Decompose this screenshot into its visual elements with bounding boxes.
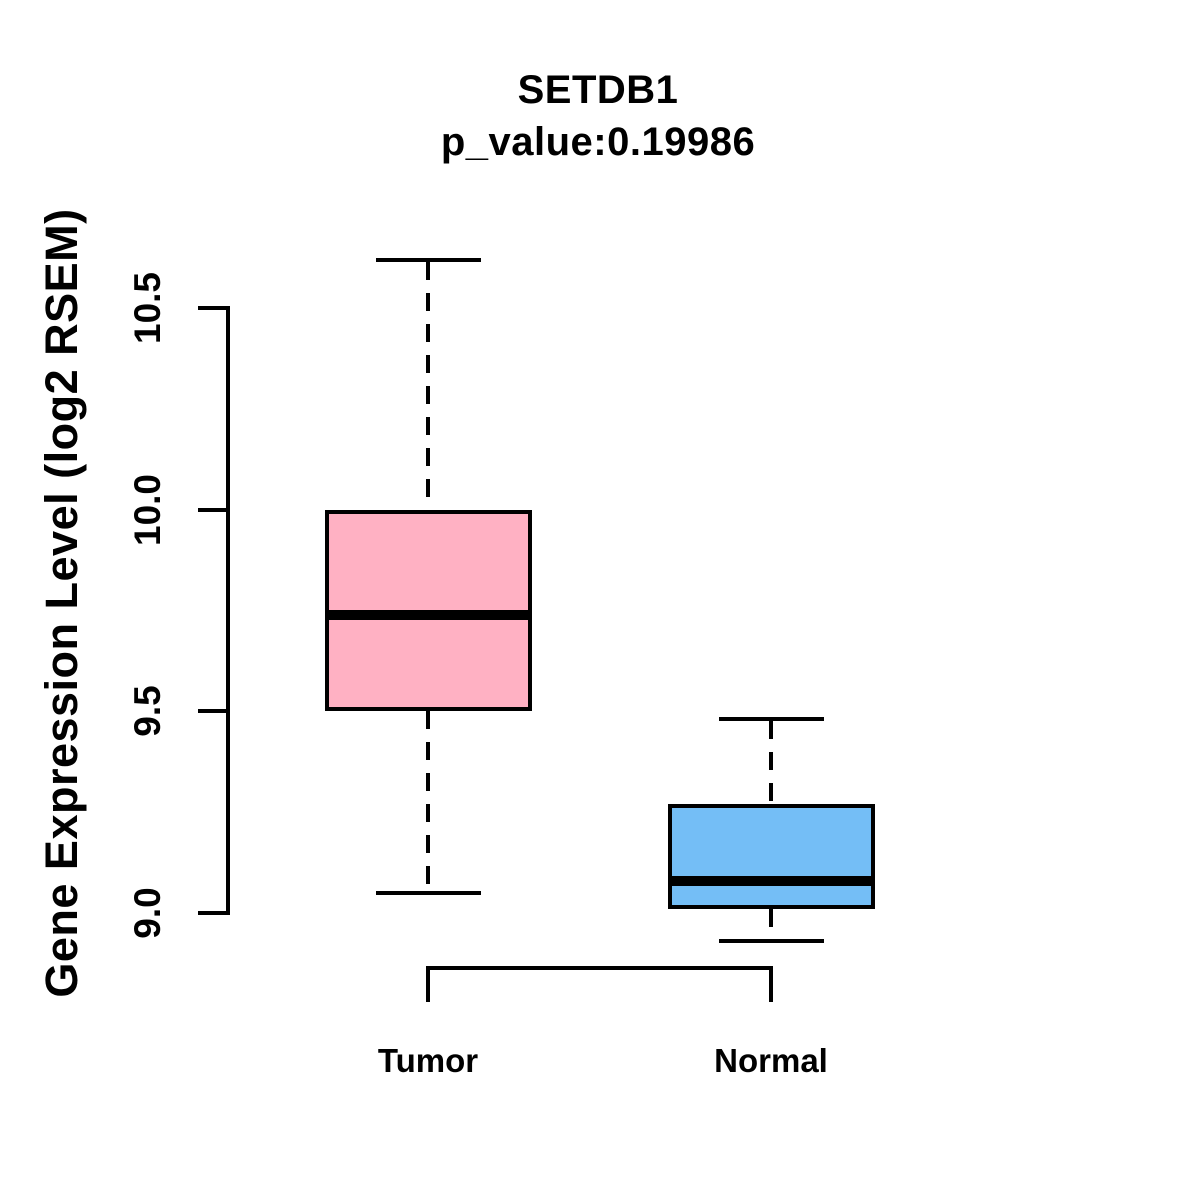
comparison-bracket-bar: [426, 966, 773, 970]
tumor-median-line: [328, 609, 528, 620]
normal-lower-whisker: [769, 908, 773, 940]
tumor-lower-whisker-cap: [375, 890, 481, 895]
x-axis-label-normal: Normal: [714, 1042, 828, 1079]
tumor-upper-whisker: [426, 261, 430, 510]
normal-upper-whisker: [769, 721, 773, 805]
y-axis-tick-9.0: [198, 911, 226, 915]
y-axis-tick-9.5: [198, 709, 226, 714]
y-axis-tick-label-10.5: 10.5: [127, 271, 168, 345]
normal-lower-whisker-cap: [718, 939, 824, 944]
chart-title-block: SETDB1 p_value:0.19986: [230, 64, 966, 168]
x-axis-label-tumor: Tumor: [377, 1042, 479, 1079]
normal-box: [667, 804, 875, 909]
y-axis-line: [226, 306, 230, 915]
tumor-lower-whisker: [426, 711, 430, 891]
y-axis-tick-10.0: [198, 507, 226, 512]
y-axis-tick-label-9.5: 9.5: [127, 685, 168, 738]
comparison-bracket-left-leg: [426, 966, 430, 1002]
y-axis-tick-10.5: [198, 306, 226, 310]
comparison-bracket-right-leg: [769, 966, 773, 1002]
chart-title: SETDB1: [517, 68, 679, 112]
y-axis-tick-label-10.0: 10.0: [127, 473, 168, 546]
normal-upper-whisker-cap: [718, 717, 824, 722]
tumor-upper-whisker-cap: [375, 257, 481, 262]
normal-median-line: [671, 875, 871, 886]
chart-subtitle-pvalue: p_value:0.19986: [440, 120, 756, 164]
y-axis-tick-label-9.0: 9.0: [127, 887, 168, 939]
